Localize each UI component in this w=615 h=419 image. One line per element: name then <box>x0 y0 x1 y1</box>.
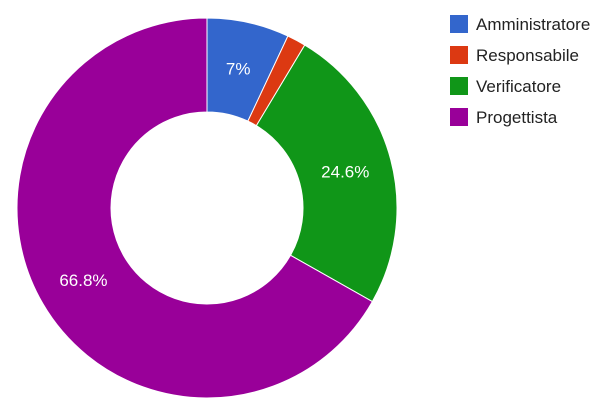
legend-item-verificatore[interactable]: Verificatore <box>450 77 561 96</box>
legend-swatch-amministratore <box>450 15 468 33</box>
legend-label-amministratore: Amministratore <box>476 15 590 34</box>
slice-label-amministratore: 7% <box>226 59 251 78</box>
legend: Amministratore Responsabile Verificatore Pr… <box>450 15 590 127</box>
legend-label-progettista: Progettista <box>476 108 558 127</box>
legend-item-progettista[interactable]: Progettista <box>450 108 558 127</box>
slice-verificatore[interactable] <box>255 44 398 303</box>
slice-labels: 7% 24.6% 66.8% <box>59 59 369 290</box>
legend-label-responsabile: Responsabile <box>476 46 579 65</box>
legend-item-responsabile[interactable]: Responsabile <box>450 46 579 65</box>
legend-swatch-verificatore <box>450 77 468 95</box>
legend-swatch-progettista <box>450 108 468 126</box>
legend-swatch-responsabile <box>450 46 468 64</box>
donut-slices <box>16 17 398 399</box>
slice-label-verificatore: 24.6% <box>321 163 369 182</box>
slice-progettista[interactable] <box>16 17 374 399</box>
slice-label-progettista: 66.8% <box>59 271 107 290</box>
legend-label-verificatore: Verificatore <box>476 77 561 96</box>
legend-item-amministratore[interactable]: Amministratore <box>450 15 590 34</box>
